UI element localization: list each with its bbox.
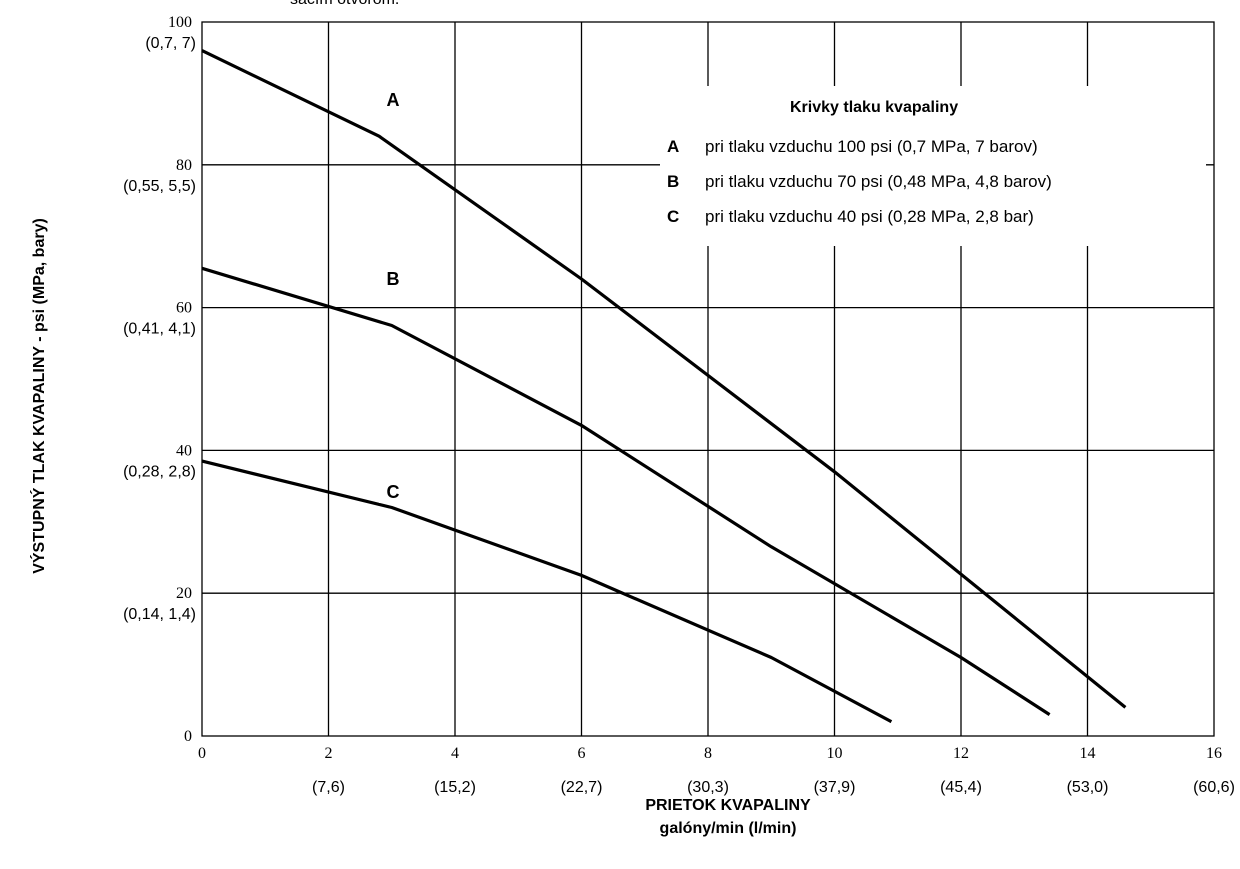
x-tick-sublabel: (53,0) [1067,779,1109,796]
legend-background [660,86,1206,246]
legend-key-a: A [667,137,679,156]
legend-key-c: C [667,207,679,226]
y-tick-label: 80 [176,157,192,174]
y-tick-sublabel: (0,14, 1,4) [123,606,196,623]
y-tick-label: 100 [168,14,192,31]
legend-text-b: pri tlaku vzduchu 70 psi (0,48 MPa, 4,8 … [705,172,1052,191]
curve-labels: A B C [379,87,407,503]
x-tick-label: 2 [325,745,333,762]
x-axis-sublabel: galóny/min (l/min) [660,820,797,837]
y-tick-label: 60 [176,300,192,317]
curve-label-background [379,479,407,503]
curve-label-c: C [387,482,400,502]
y-axis-label: VÝSTUPNÝ TLAK KVAPALINY - psi (MPa, bary… [29,218,48,574]
y-tick-label: 40 [176,442,192,459]
top-note: sacím otvorom. [290,0,399,8]
legend-key-b: B [667,172,679,191]
curve-label-a: A [387,90,400,110]
x-tick-label: 8 [704,745,712,762]
x-tick-sublabel: (60,6) [1193,779,1235,796]
x-axis-label: PRIETOK KVAPALINY [645,797,811,814]
x-tick-sublabel: (7,6) [312,779,345,796]
curve-c [201,459,893,724]
legend-title: Krivky tlaku kvapaliny [790,99,958,116]
curves [201,49,1127,724]
x-tick-sublabel: (30,3) [687,779,729,796]
y-tick-sublabel: (0,7, 7) [145,35,196,52]
curve-a [201,49,1127,709]
legend-text-c: pri tlaku vzduchu 40 psi (0,28 MPa, 2,8 … [705,207,1034,226]
x-tick-label: 10 [827,745,843,762]
curve-label-background [379,266,407,290]
y-tick-sublabel: (0,55, 5,5) [123,178,196,195]
x-tick-label: 12 [953,745,969,762]
x-tick-sublabel: (15,2) [434,779,476,796]
plot-frame [201,21,1215,737]
x-tick-label: 0 [198,745,206,762]
x-tick-sublabel: (22,7) [561,779,603,796]
y-tick-label: 0 [184,728,192,745]
y-tick-sublabel: (0,28, 2,8) [123,463,196,480]
x-tick-label: 14 [1080,745,1096,762]
x-tick-sublabel: (37,9) [814,779,856,796]
y-tick-label: 20 [176,585,192,602]
y-tick-sublabel: (0,41, 4,1) [123,321,196,338]
x-tick-sublabel: (45,4) [940,779,982,796]
curve-label-b: B [387,269,400,289]
curve-label-background [379,87,407,111]
x-tick-label: 16 [1206,745,1222,762]
tick-labels: 0 2 (7,6) 4 (15,2) 6 (22,7) 8 (30,3) 10 (37,9) 12 (4… [123,14,1235,796]
legend-text-a: pri tlaku vzduchu 100 psi (0,7 MPa, 7 ba… [705,137,1038,156]
x-tick-label: 4 [451,745,459,762]
curve-b [201,266,1051,716]
x-tick-label: 6 [578,745,586,762]
